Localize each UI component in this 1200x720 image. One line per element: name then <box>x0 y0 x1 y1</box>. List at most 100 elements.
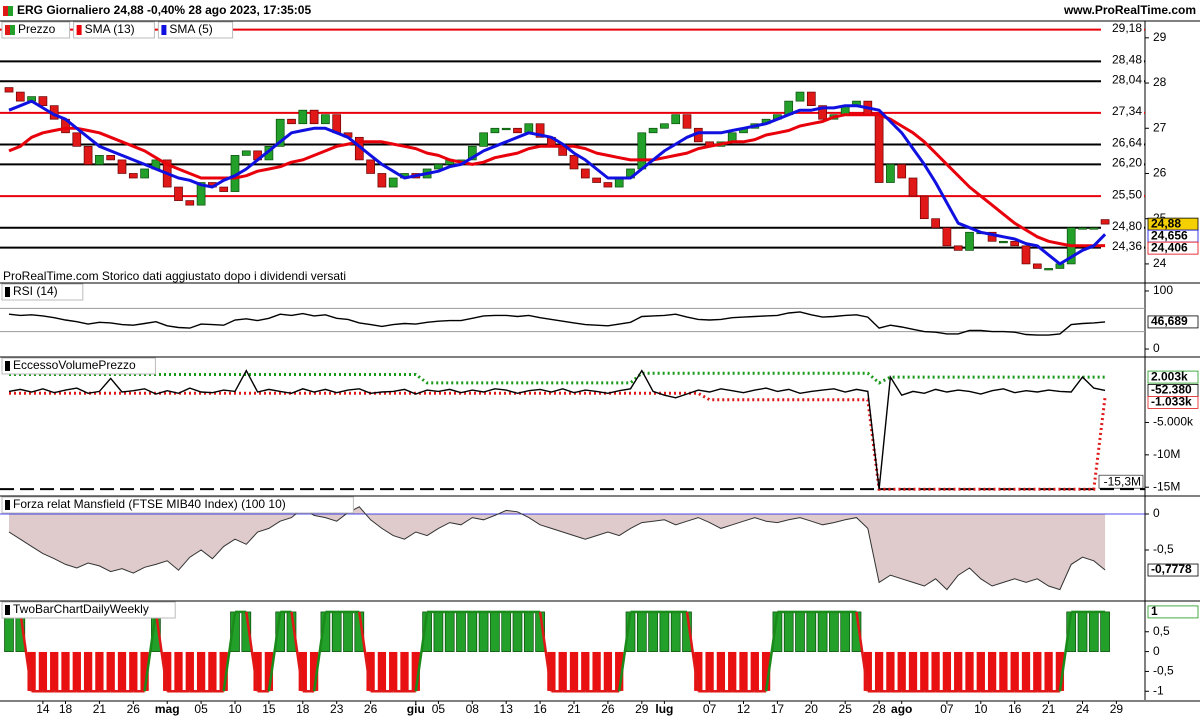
bar <box>467 611 478 652</box>
level-label: 24,36 <box>1112 239 1142 253</box>
x-tick-label: 07 <box>940 702 954 716</box>
candle <box>1078 227 1087 230</box>
candle <box>106 155 116 161</box>
level-label-bg <box>1101 219 1144 235</box>
bar <box>1043 651 1054 692</box>
y-tick-label: -0,5 <box>1153 542 1174 556</box>
level-label: 27,34 <box>1112 104 1142 118</box>
candle <box>874 114 884 183</box>
bar <box>456 611 466 652</box>
bar <box>94 651 105 692</box>
y-tick-label: 100 <box>1153 283 1173 297</box>
candle <box>490 127 500 134</box>
y-tick-label: 24 <box>1153 256 1167 270</box>
value-tag-label: 24,656 <box>1151 228 1188 242</box>
bar <box>569 651 579 692</box>
y-tick-label: -15M <box>1153 479 1180 493</box>
bar <box>908 651 918 692</box>
x-tick-label: 07 <box>703 702 717 716</box>
bar <box>998 651 1009 692</box>
candle <box>366 159 375 174</box>
candle <box>83 145 93 165</box>
x-tick-label: 18 <box>296 702 310 716</box>
candle <box>174 186 183 201</box>
x-tick-label: 29 <box>1110 702 1124 716</box>
value-tag <box>1147 563 1199 577</box>
bar <box>975 651 986 692</box>
y-tick-label: -10M <box>1153 447 1180 461</box>
bar <box>501 611 512 652</box>
x-tick-label: 12 <box>737 702 751 716</box>
candle <box>241 150 251 156</box>
bar <box>444 611 455 652</box>
candle <box>965 231 974 251</box>
bar <box>806 611 817 652</box>
candle <box>806 91 816 107</box>
legend-swatch <box>76 25 82 35</box>
candle <box>377 173 387 188</box>
bar <box>795 611 805 652</box>
legend-swatch <box>5 25 10 35</box>
level-label: 28,04 <box>1112 72 1142 86</box>
x-tick-label: 23 <box>330 702 344 716</box>
bar <box>987 651 997 692</box>
x-tick-label: 16 <box>1008 702 1022 716</box>
candle <box>1032 263 1042 269</box>
candle <box>637 132 647 170</box>
bar <box>117 651 127 692</box>
x-tick-label: giu <box>407 702 425 716</box>
y-tick-label: 28 <box>1153 75 1167 89</box>
level-label-bg <box>1098 474 1144 489</box>
value-tag-label: 1 <box>1151 604 1158 618</box>
candle <box>219 186 229 192</box>
x-tick-label: 10 <box>974 702 988 716</box>
bar <box>71 651 82 692</box>
bar <box>478 611 489 652</box>
legend-label: SMA (13) <box>85 22 135 36</box>
candle <box>434 164 443 170</box>
bar <box>1021 651 1031 692</box>
bar <box>636 611 647 652</box>
y-tick-label: -5.000k <box>1153 415 1194 429</box>
legend-swatch <box>10 25 15 35</box>
y-tick-label: 0 <box>1153 506 1160 520</box>
candle <box>795 91 805 102</box>
bar <box>783 611 794 652</box>
signal-line <box>617 611 632 692</box>
candle <box>919 195 929 220</box>
candle <box>4 87 14 93</box>
indicator-line <box>8 506 1106 591</box>
candle <box>648 127 658 134</box>
bar <box>38 651 48 692</box>
bar <box>659 611 670 652</box>
candle <box>140 168 149 179</box>
chart-note: ProRealTime.com Storico dati aggiustato … <box>3 269 346 283</box>
candle <box>1100 219 1110 225</box>
y-tick-label: 0 <box>1153 644 1160 658</box>
candle <box>660 123 669 129</box>
bar <box>196 651 206 692</box>
y-tick-label: 26 <box>1153 166 1167 180</box>
signal-line <box>312 611 327 692</box>
bar <box>184 651 195 692</box>
level-label: 26,64 <box>1112 136 1142 150</box>
bar <box>207 651 218 692</box>
bar <box>885 651 896 692</box>
candle <box>886 164 895 183</box>
bar <box>930 651 941 692</box>
x-tick-label: 25 <box>839 702 853 716</box>
candle <box>38 96 48 107</box>
level-label: -15,3M <box>1104 474 1141 488</box>
y-tick-label: 0,5 <box>1153 624 1170 638</box>
candle <box>72 132 82 147</box>
x-tick-label: 26 <box>364 702 378 716</box>
bar <box>704 651 715 692</box>
x-tick-label: 18 <box>59 702 73 716</box>
signal-line <box>358 611 372 692</box>
bar <box>557 651 568 692</box>
candle <box>275 118 285 147</box>
level-label-bg <box>1101 239 1144 255</box>
signal-line <box>685 611 700 692</box>
signal-line <box>143 611 158 692</box>
